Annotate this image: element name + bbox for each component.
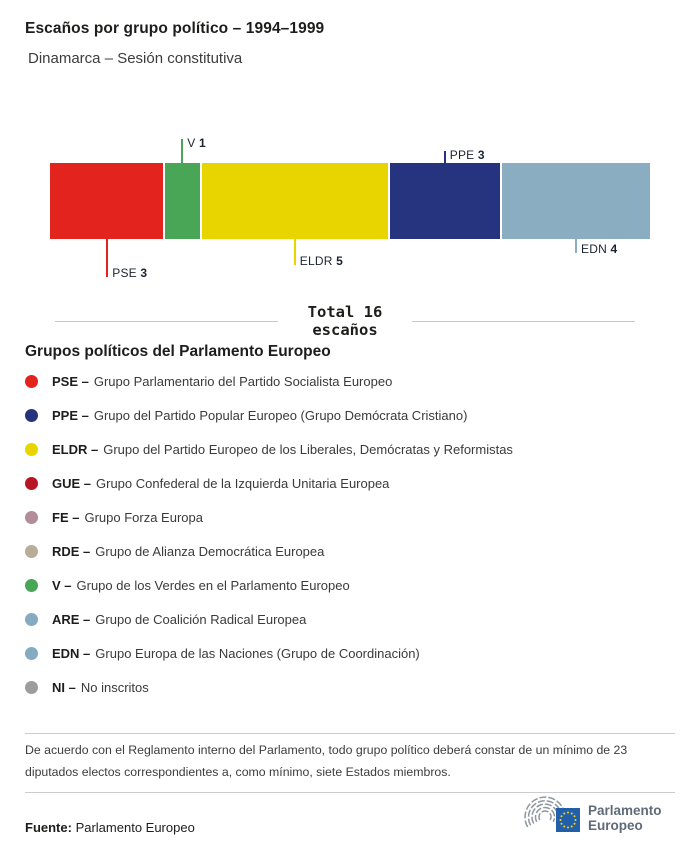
legend-color-dot [25,510,38,524]
callout-tick [443,151,446,163]
bar-segment-pse [50,163,163,239]
legend-color-dot [25,578,38,592]
legend-color-dot [25,646,38,660]
bar-segment-edn [500,163,650,239]
legend-item-desc: No inscritos [80,679,149,695]
footnote-text: De acuerdo con el Reglamento interno del… [25,743,628,779]
legend-list: PSE – Grupo Parlamentario del Partido Soc… [25,364,685,704]
legend-item-abbr: EDN – [52,645,91,661]
legend-item-abbr: NI – [52,679,76,695]
logo-wordmark-line2: Europeo [588,818,643,833]
legend-item-edn: EDN – Grupo Europa de las Naciones (Grupo… [25,636,685,670]
callout-tick [181,139,184,163]
total-seats-block: Total 16 escaños [55,303,635,340]
legend-color-dot [25,442,38,456]
callout-label: V 1 [187,136,206,150]
legend-color-dot [25,476,38,490]
legend-item-fe: FE – Grupo Forza Europa [25,500,685,534]
legend-heading: Grupos políticos del Parlamento Europeo [25,343,331,360]
callout-tick [106,239,109,277]
legend-color-dot [25,680,38,694]
legend-item-rde: RDE – Grupo de Alianza Democrática Europe… [25,534,685,568]
legend-item-abbr: V – [52,577,72,593]
callout-label: PPE 3 [449,148,485,162]
legend-color-dot [25,374,38,388]
legend-item-desc: Grupo de los Verdes en el Parlamento Eur… [76,577,350,593]
legend-item-ppe: PPE – Grupo del Partido Popular Europeo (… [25,398,685,432]
legend-item-are: ARE – Grupo de Coalición Radical Europea [25,602,685,636]
legend-item-desc: Grupo del Partido Popular Europeo (Grupo… [93,407,468,423]
legend-item-abbr: ELDR – [52,441,99,457]
legend-item-ni: NI – No inscritos [25,670,685,704]
page-title: Escaños por grupo político – 1994–1999 [25,20,325,37]
bar-segment-v [162,163,200,239]
legend-item-desc: Grupo Parlamentario del Partido Socialis… [93,373,393,389]
legend-item-pse: PSE – Grupo Parlamentario del Partido Soc… [25,364,685,398]
legend-item-abbr: PSE – [52,373,89,389]
divider-top [25,733,675,734]
legend-color-dot [25,408,38,422]
legend-item-desc: Grupo Confederal de la Izquierda Unitari… [96,475,390,491]
eu-flag-icon [556,808,580,832]
source-value: Parlamento Europeo [71,820,195,835]
legend-item-desc: Grupo Europa de las Naciones (Grupo de C… [95,645,420,661]
bar-segment-eldr [200,163,388,239]
stacked-bar [50,163,650,239]
source-label: Fuente: [25,820,72,835]
callout-label: ELDR 5 [299,254,343,268]
legend-item-desc: Grupo del Partido Europeo de los Liberal… [103,441,513,457]
logo-wordmark-line1: Parlamento [588,803,662,818]
legend-item-abbr: FE – [52,509,80,525]
legend-item-abbr: GUE – [52,475,92,491]
total-rule-right [412,321,635,323]
legend-item-gue: GUE – Grupo Confederal de la Izquierda Un… [25,466,685,500]
legend-item-v: V – Grupo de los Verdes en el Parlamento … [25,568,685,602]
legend-item-eldr: ELDR – Grupo del Partido Europeo de los L… [25,432,685,466]
divider-bottom [25,792,675,793]
callout-tick [293,239,296,265]
legend-color-dot [25,544,38,558]
legend-item-abbr: ARE – [52,611,91,627]
legend-item-abbr: RDE – [52,543,91,559]
legend-item-desc: Grupo Forza Europa [84,509,203,525]
source-line: Fuente: Parlamento Europeo [25,820,195,835]
legend-item-desc: Grupo de Alianza Democrática Europea [95,543,325,559]
legend-color-dot [25,612,38,626]
page-subtitle: Dinamarca – Sesión constitutiva [28,50,243,67]
total-line1: Total 16 [307,303,383,321]
total-rule-left [55,321,278,323]
total-line2: escaños [312,320,378,339]
seats-stacked-bar-chart: PSE 3 V 1 ELDR 5 PPE 3 EDN 4 [0,0,700,300]
total-seats-text: Total 16 escaños [307,303,383,340]
callout-label: PSE 3 [112,266,148,280]
legend-item-abbr: PPE – [52,407,89,423]
bar-segment-ppe [387,163,500,239]
european-parliament-logo: Parlamento Europeo [524,796,662,833]
callout-tick [575,239,577,253]
callout-label: EDN 4 [581,242,618,256]
legend-item-desc: Grupo de Coalición Radical Europea [95,611,307,627]
